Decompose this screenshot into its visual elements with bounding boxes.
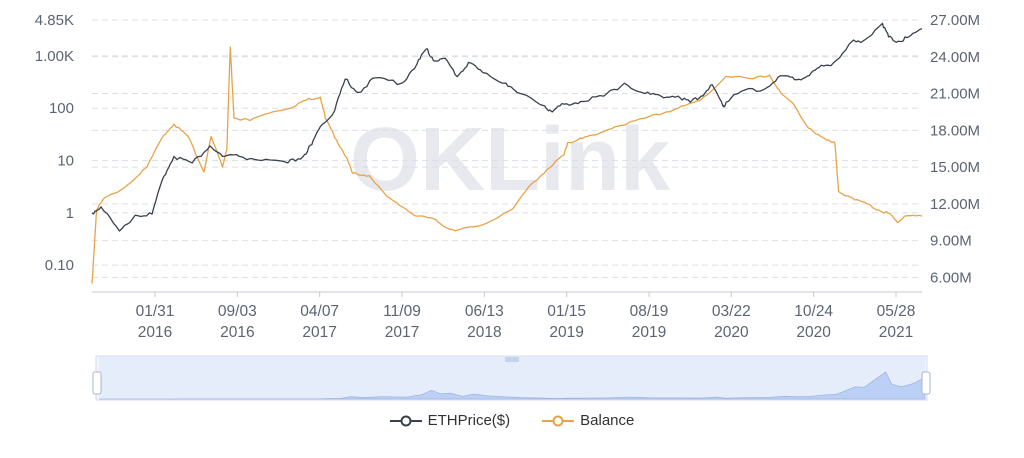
- y-axis-right: 6.00M 9.00M 12.00M 15.00M 18.00M 21.00M 24.00M…: [930, 12, 980, 286]
- y-left-tick-label: 0.10: [45, 257, 74, 274]
- x-tick-label: 08/19 2019: [630, 303, 669, 341]
- y-right-tick-label: 15.00M: [930, 159, 980, 176]
- y-right-tick-label: 9.00M: [930, 233, 972, 250]
- x-tick-label: 06/13 2018: [465, 303, 504, 341]
- legend: ETHPrice($) Balance: [0, 412, 1024, 429]
- y-left-tick-label: 1.00K: [35, 48, 74, 65]
- y-right-tick-label: 27.00M: [930, 12, 980, 29]
- y-right-tick-label: 12.00M: [930, 196, 980, 213]
- data-zoom-slider[interactable]: [92, 355, 931, 401]
- y-axis-left: 0.10 1 10 100 1.00K 4.85K: [35, 12, 74, 274]
- x-tick-label: 09/03 2016: [218, 303, 257, 341]
- legend-label: Balance: [580, 412, 635, 429]
- x-tick-label: 05/28 2021: [877, 303, 916, 341]
- y-left-tick-label: 100: [49, 100, 74, 117]
- x-tick-label: 03/22 2020: [712, 303, 751, 341]
- y-left-tick-label: 10: [57, 153, 74, 170]
- grid: [92, 19, 922, 278]
- line-marker-icon: [542, 415, 575, 426]
- y-right-tick-label: 6.00M: [930, 269, 972, 286]
- x-tick-label: 04/07 2017: [300, 303, 339, 341]
- y-left-tick-label: 4.85K: [35, 12, 74, 29]
- line-marker-icon: [389, 415, 422, 426]
- x-axis: 01/31 2016 09/03 2016 04/07 2017 11/09 2017 06/1…: [92, 291, 922, 341]
- legend-label: ETHPrice($): [427, 412, 511, 429]
- data-zoom-preview: [99, 371, 926, 400]
- y-right-tick-label: 21.00M: [930, 86, 980, 103]
- series-line-balance: [91, 46, 923, 284]
- data-zoom-left-handle[interactable]: [92, 371, 102, 395]
- y-left-tick-label: 1: [66, 205, 74, 222]
- data-zoom-selection[interactable]: [99, 356, 925, 400]
- legend-item-balance[interactable]: Balance: [542, 412, 634, 429]
- plot-area: [91, 22, 923, 284]
- legend-item-eth-price[interactable]: ETHPrice($): [389, 412, 511, 429]
- data-zoom-move-handle[interactable]: [505, 357, 519, 362]
- x-tick-label: 01/31 2016: [136, 303, 175, 341]
- x-tick-label: 01/15 2019: [547, 303, 586, 341]
- x-tick-label: 10/24 2020: [794, 303, 833, 341]
- series-line-eth-price: [91, 22, 923, 232]
- y-right-tick-label: 18.00M: [930, 122, 980, 139]
- data-zoom-right-handle[interactable]: [921, 371, 931, 395]
- x-tick-label: 11/09 2017: [383, 303, 421, 341]
- y-right-tick-label: 24.00M: [930, 49, 980, 66]
